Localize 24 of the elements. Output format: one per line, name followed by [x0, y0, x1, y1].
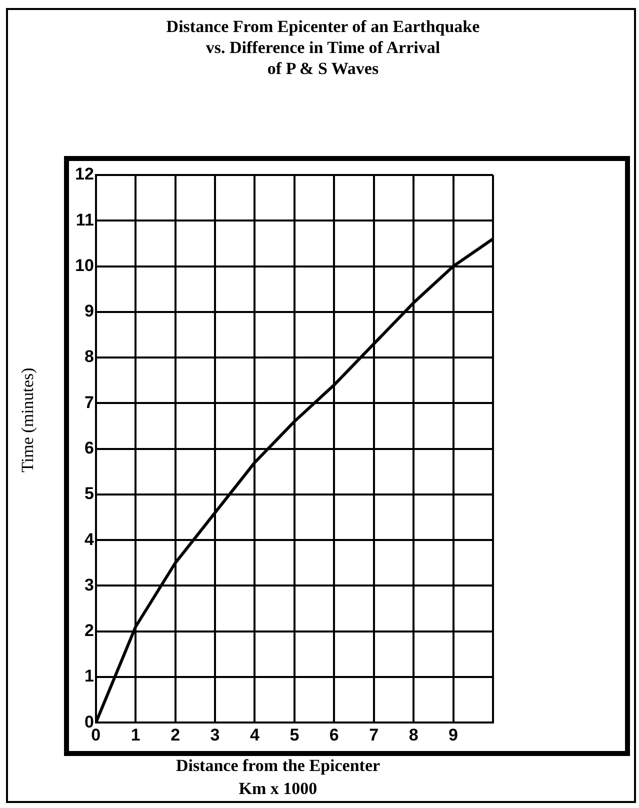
chart-title: Distance From Epicenter of an Earthquake vs. Difference in Time of Arrival of P & S Waves	[165, 16, 481, 79]
x-tick-label: 7	[369, 725, 379, 744]
x-tick-label: 2	[170, 725, 180, 744]
x-tick-label: 4	[250, 725, 260, 744]
y-axis-title: Time (minutes)	[18, 366, 38, 474]
x-tick-label: 9	[448, 725, 458, 744]
x-tick-label: 1	[130, 725, 140, 744]
x-tick-label: 8	[408, 725, 418, 744]
x-tick-label: 5	[290, 725, 300, 744]
y-tick-label: 3	[84, 575, 94, 594]
x-tick-label: 6	[329, 725, 339, 744]
y-tick-label: 12	[74, 164, 94, 184]
x-axis-title: Distance from the Epicenter Km x 1000	[174, 755, 382, 800]
y-tick-label: 8	[84, 347, 94, 366]
y-tick-label: 10	[74, 256, 94, 275]
y-tick-label: 7	[84, 392, 94, 412]
y-tick-label: 4	[84, 530, 94, 549]
y-tick-label: 2	[84, 621, 94, 640]
x-tick-label: 3	[210, 725, 220, 744]
y-tick-label: 1	[84, 666, 94, 686]
y-tick-label: 6	[84, 438, 94, 458]
y-tick-label: 5	[84, 484, 94, 504]
y-tick-label: 9	[84, 302, 94, 321]
y-tick-label: 11	[76, 210, 94, 230]
